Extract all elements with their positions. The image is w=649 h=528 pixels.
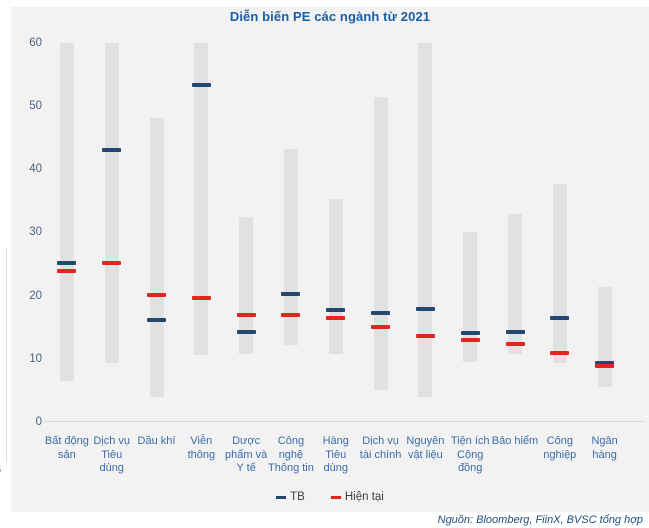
tb-marker <box>191 83 211 88</box>
legend: TB Hiện tại <box>11 488 649 506</box>
category-label: Công nghệ Thông tin <box>268 435 314 474</box>
y-axis-tick-label: 30 <box>29 226 42 239</box>
current-marker <box>460 337 480 342</box>
left-edge-divider <box>6 248 7 462</box>
category-label: Nguyên vật liệu <box>406 435 445 461</box>
tb-marker <box>236 329 256 334</box>
category-label: Ngân hàng <box>591 435 618 461</box>
range-bar <box>149 117 164 397</box>
current-dash-icon <box>330 495 341 499</box>
current-marker <box>57 269 77 274</box>
current-marker <box>371 325 391 330</box>
tb-marker <box>505 329 525 334</box>
tb-marker <box>57 260 77 265</box>
legend-label-tb: TB <box>290 491 305 503</box>
range-bar <box>59 42 74 381</box>
current-marker <box>505 342 525 347</box>
legend-label-current: Hiện tại <box>344 491 384 503</box>
tb-marker <box>460 330 480 335</box>
tb-marker <box>415 306 435 311</box>
tb-marker <box>147 318 167 323</box>
range-bar <box>597 287 612 388</box>
category-label: Dược phẩm và Y tế <box>225 435 268 474</box>
category-label: Bất động sản <box>44 435 89 461</box>
y-axis-tick-label: 50 <box>29 100 42 113</box>
y-axis-tick-label: 20 <box>29 289 42 302</box>
legend-item-tb: TB <box>276 491 305 503</box>
y-axis-tick-label: 40 <box>29 163 42 176</box>
range-bar <box>194 42 209 356</box>
tb-marker <box>371 310 391 315</box>
tb-dash-icon <box>276 495 287 499</box>
y-axis-tick-label: 0 <box>35 416 42 428</box>
tb-marker <box>595 360 615 365</box>
left-edge-clipped-text: 6 <box>0 464 4 478</box>
tb-marker <box>281 292 301 297</box>
category-label: Dịch vụ tài chính <box>359 435 402 461</box>
category-label: Hàng Tiêu dùng <box>322 435 349 474</box>
range-bar <box>552 184 567 364</box>
current-marker <box>102 260 122 265</box>
category-label: Dịch vụ Tiêu dùng <box>93 435 131 474</box>
range-bar <box>104 42 119 364</box>
category-label: Bảo hiểm <box>491 435 539 447</box>
category-label: Công nghiệp <box>543 435 577 461</box>
range-bar <box>463 232 478 362</box>
current-marker <box>281 313 301 318</box>
current-marker <box>147 293 167 298</box>
legend-item-current: Hiện tại <box>330 491 384 503</box>
x-axis-line <box>44 421 646 422</box>
range-bar <box>373 97 388 390</box>
y-axis-tick-label: 60 <box>29 36 42 49</box>
range-bar <box>418 42 433 397</box>
category-label: Viễn thông <box>187 435 216 461</box>
current-marker <box>550 351 570 356</box>
category-label: Dầu khí <box>137 435 176 447</box>
footer: Nguồn: Bloomberg, FiinX, BVSC tổng hợp <box>0 512 643 528</box>
tb-marker <box>550 315 570 320</box>
current-marker <box>415 334 435 339</box>
category-label: Tiện ích Cộng đồng <box>450 435 490 474</box>
current-marker <box>191 296 211 301</box>
y-axis-tick-label: 10 <box>29 352 42 365</box>
range-bar <box>328 199 343 355</box>
current-marker <box>595 363 615 368</box>
tb-marker <box>326 308 346 313</box>
tb-marker <box>102 148 122 153</box>
source-note: Nguồn: Bloomberg, FiinX, BVSC tổng hợp <box>437 514 643 526</box>
current-marker <box>236 313 256 318</box>
current-marker <box>326 316 346 321</box>
range-bar <box>508 214 522 355</box>
chart-title: Diễn biến PE các ngành từ 2021 <box>229 9 431 24</box>
range-bar <box>239 216 254 355</box>
